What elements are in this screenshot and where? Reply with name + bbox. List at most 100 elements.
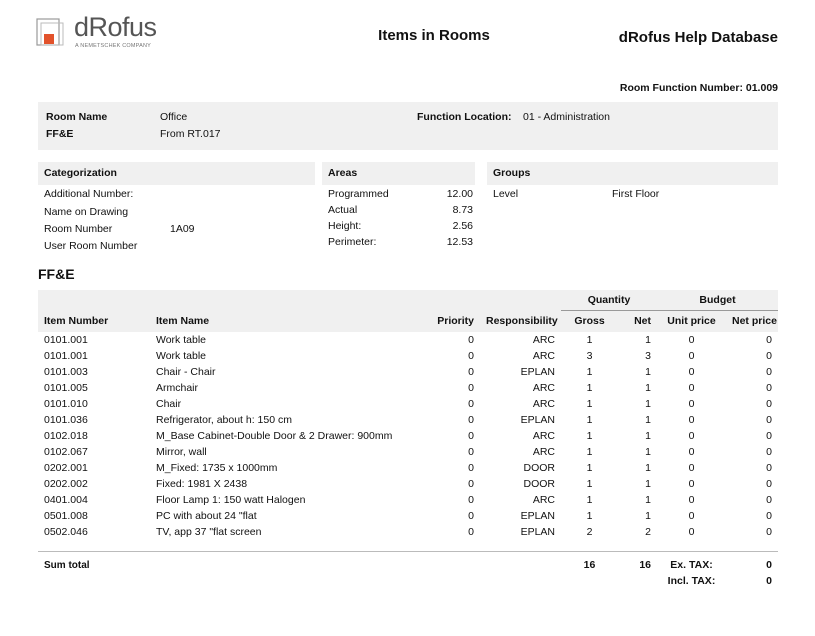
cell-item-name: Work table	[156, 350, 206, 362]
page-title: Items in Rooms	[378, 27, 490, 44]
budget-group-header: Budget	[657, 290, 779, 311]
areas-section: Areas Programmed 12.00 Actual 8.73 Heigh…	[322, 162, 475, 255]
cell-priority: 0	[468, 382, 474, 394]
logo-name: dRofus	[74, 12, 157, 42]
cell-net: 1	[645, 494, 651, 506]
area-value: 2.56	[452, 220, 473, 232]
cell-priority: 0	[468, 414, 474, 426]
cell-item-number: 0202.001	[44, 462, 88, 474]
room-name-label: Room Name	[46, 111, 108, 123]
ffe-heading: FF&E	[38, 266, 75, 282]
table-row: 0101.001 Work table 0 ARC 3 3 0 0	[38, 348, 778, 364]
cell-net-price: 0	[766, 398, 773, 410]
cell-item-number: 0101.005	[44, 382, 88, 394]
cell-gross: 1	[586, 414, 593, 426]
col-gross: Gross	[561, 310, 618, 332]
cell-priority: 0	[468, 366, 474, 378]
sum-net: 16	[639, 559, 651, 571]
col-item-number: Item Number	[38, 310, 150, 332]
cell-net-price: 0	[766, 526, 773, 538]
table-row: 0202.001 M_Fixed: 1735 x 1000mm 0 DOOR 1 1 0 0	[38, 460, 778, 476]
cell-item-name: Armchair	[156, 382, 199, 394]
cell-unit-price: 0	[688, 510, 695, 522]
cell-responsibility: EPLAN	[520, 366, 555, 378]
table-row: 0101.036 Refrigerator, about h: 150 cm 0 EP…	[38, 412, 778, 428]
cell-gross: 1	[586, 430, 593, 442]
cell-item-number: 0102.067	[44, 446, 88, 458]
cell-gross: 1	[586, 398, 593, 410]
quantity-group-header: Quantity	[561, 290, 657, 311]
cell-item-name: Work table	[156, 334, 206, 346]
col-item-name: Item Name	[150, 310, 430, 332]
table-row: 0102.067 Mirror, wall 0 ARC 1 1 0 0	[38, 444, 778, 460]
cell-item-name: M_Fixed: 1735 x 1000mm	[156, 462, 278, 474]
cell-item-name: Refrigerator, about h: 150 cm	[156, 414, 292, 426]
room-number: 1A09	[170, 223, 195, 235]
cell-responsibility: EPLAN	[520, 510, 555, 522]
cell-gross: 1	[586, 494, 593, 506]
cell-net: 1	[645, 334, 651, 346]
cell-unit-price: 0	[688, 414, 695, 426]
sum-total-label: Sum total	[44, 559, 90, 571]
cell-unit-price: 0	[688, 366, 695, 378]
room-info-box	[38, 102, 778, 150]
table-row: 0501.008 PC with about 24 "flat 0 EPLAN 1 1 0 0	[38, 508, 778, 524]
cell-net-price: 0	[766, 478, 773, 490]
ffe-table: Quantity Budget Item Number Item Name Pri…	[38, 290, 779, 589]
cell-item-name: Floor Lamp 1: 150 watt Halogen	[156, 494, 306, 506]
cell-net-price: 0	[766, 494, 773, 506]
cell-priority: 0	[468, 494, 474, 506]
table-row: 0401.004 Floor Lamp 1: 150 watt Halogen 0 A…	[38, 492, 778, 508]
table-row: 0101.003 Chair - Chair 0 EPLAN 1 1 0 0	[38, 364, 778, 380]
cell-net: 1	[645, 446, 651, 458]
room-function-number: Room Function Number: 01.009	[619, 82, 778, 94]
cell-gross: 1	[586, 334, 593, 346]
cell-item-number: 0102.018	[44, 430, 88, 442]
cell-responsibility: ARC	[532, 430, 555, 442]
table-row: 0101.010 Chair 0 ARC 1 1 0 0	[38, 396, 778, 412]
cell-priority: 0	[468, 462, 474, 474]
col-priority: Priority	[430, 310, 480, 332]
areas-title: Areas	[322, 162, 475, 185]
cat-label: Additional Number:	[44, 188, 134, 200]
cell-unit-price: 0	[688, 462, 695, 474]
cell-unit-price: 0	[688, 398, 695, 410]
ex-tax-label: Ex. TAX:	[670, 559, 713, 571]
cell-net: 1	[645, 510, 651, 522]
table-row: 0101.001 Work table 0 ARC 1 1 0 0	[38, 332, 778, 348]
groups-section: Groups Level First Floor	[487, 162, 778, 215]
cell-priority: 0	[468, 510, 474, 522]
group-value: First Floor	[612, 188, 660, 200]
area-value: 8.73	[452, 204, 473, 216]
area-label: Perimeter:	[328, 236, 377, 248]
incl-tax-value: 0	[766, 575, 773, 587]
cell-responsibility: DOOR	[523, 462, 556, 474]
categorization-section: Categorization Additional Number: Name o…	[38, 162, 315, 265]
cell-unit-price: 0	[688, 478, 695, 490]
cell-priority: 0	[468, 478, 474, 490]
cell-responsibility: DOOR	[523, 478, 556, 490]
cell-gross: 1	[586, 462, 593, 474]
cat-label: User Room Number	[44, 240, 138, 252]
cell-unit-price: 0	[688, 494, 695, 506]
cell-net: 3	[645, 350, 651, 362]
cell-net: 1	[645, 366, 651, 378]
col-unit-price: Unit price	[657, 310, 726, 332]
cell-gross: 2	[586, 526, 593, 538]
cell-priority: 0	[468, 350, 474, 362]
cell-item-number: 0101.003	[44, 366, 88, 378]
cell-responsibility: ARC	[532, 446, 555, 458]
cell-item-number: 0502.046	[44, 526, 88, 538]
ffe-value: From RT.017	[160, 128, 221, 140]
cell-unit-price: 0	[688, 446, 695, 458]
sum-gross: 16	[583, 559, 596, 571]
cell-net-price: 0	[766, 366, 773, 378]
cell-item-number: 0101.036	[44, 414, 88, 426]
cell-responsibility: EPLAN	[520, 526, 555, 538]
cat-label: Room Number	[44, 223, 113, 235]
table-row: 0502.046 TV, app 37 "flat screen 0 EPLAN 2 2 0…	[38, 524, 778, 540]
cell-item-name: Chair - Chair	[156, 366, 216, 378]
area-label: Height:	[328, 220, 362, 232]
area-value: 12.53	[446, 236, 473, 248]
table-row: 0202.002 Fixed: 1981 X 2438 0 DOOR 1 1 0 0	[38, 476, 778, 492]
